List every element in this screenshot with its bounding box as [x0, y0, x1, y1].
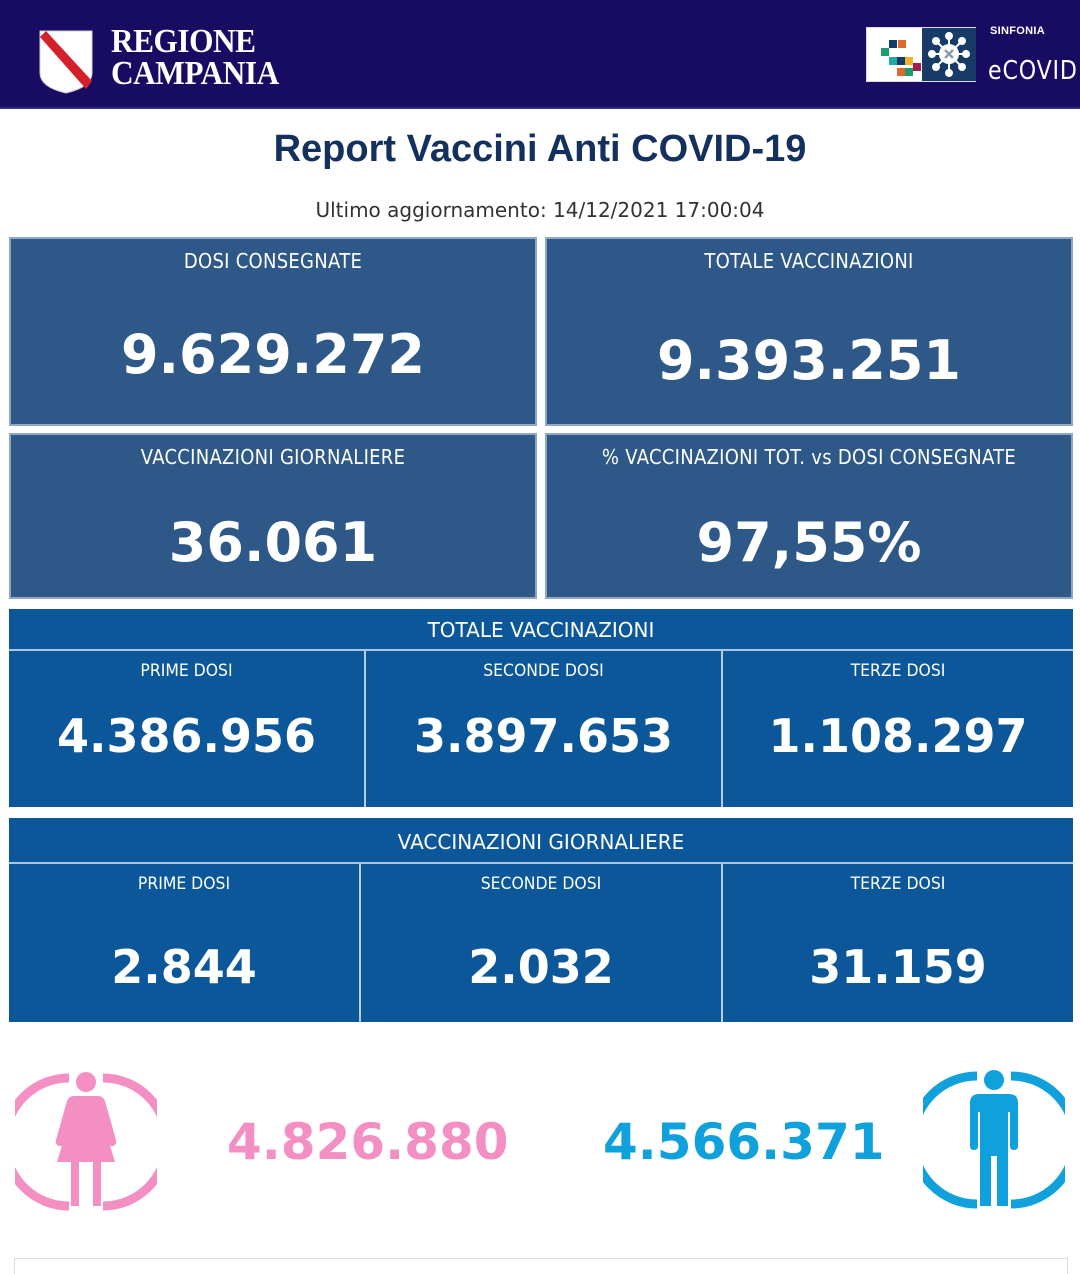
cell-label: TERZE DOSI: [850, 874, 946, 894]
page-title: Report Vaccini Anti COVID-19: [273, 128, 807, 170]
kpi-vaccinazioni-giornaliere: VACCINAZIONI GIORNALIERE 36.061: [9, 433, 537, 599]
bottom-panel: [14, 1258, 1068, 1274]
totale-terze-dosi: TERZE DOSI 1.108.297: [723, 651, 1073, 807]
kpi-label: VACCINAZIONI GIORNALIERE: [140, 445, 406, 469]
region-name: REGIONE CAMPANIA: [111, 23, 279, 92]
male-count: 4.566.371: [603, 1113, 885, 1171]
totale-prime-dosi: PRIME DOSI 4.386.956: [9, 651, 366, 807]
kpi-value: 9.629.272: [120, 323, 426, 386]
kpi-value: 9.393.251: [656, 329, 962, 392]
giornaliere-group-header: VACCINAZIONI GIORNALIERE: [9, 818, 1073, 864]
kpi-label: DOSI CONSEGNATE: [183, 249, 363, 273]
kpi-dosi-consegnate: DOSI CONSEGNATE 9.629.272: [9, 237, 537, 426]
cell-value: 2.032: [468, 940, 614, 994]
region-name-line1: REGIONE: [111, 23, 256, 60]
cell-value: 1.108.297: [768, 709, 1028, 763]
kpi-percentuale: % VACCINAZIONI TOT. vs DOSI CONSEGNATE 9…: [545, 433, 1073, 599]
female-icon: [15, 1072, 157, 1211]
cell-label: SECONDE DOSI: [480, 874, 602, 894]
kpi-label: % VACCINAZIONI TOT. vs DOSI CONSEGNATE: [601, 445, 1017, 469]
cell-value: 31.159: [809, 940, 987, 994]
giornaliere-seconde-dosi: SECONDE DOSI 2.032: [361, 864, 723, 1022]
female-count: 4.826.880: [227, 1113, 509, 1171]
kpi-value: 36.061: [168, 511, 378, 574]
cell-value: 3.897.653: [414, 709, 673, 763]
partner-subtitle: SINFONIA: [990, 25, 1045, 37]
cell-label: PRIME DOSI: [137, 874, 231, 894]
male-icon: [923, 1070, 1065, 1209]
cell-value: 2.844: [111, 940, 257, 994]
totale-seconde-dosi: SECONDE DOSI 3.897.653: [366, 651, 723, 807]
cell-label: TERZE DOSI: [850, 661, 946, 681]
sinfonia-logo-icon: [867, 28, 922, 81]
cell-value: 4.386.956: [57, 709, 316, 763]
header-bar: REGIONE CAMPANIA: [0, 0, 1080, 109]
partner-logo: [866, 27, 976, 82]
virus-icon: [922, 28, 976, 81]
kpi-label: TOTALE VACCINAZIONI: [704, 249, 914, 273]
totale-group-header: TOTALE VACCINAZIONI: [9, 609, 1073, 651]
campania-crest-icon: [39, 30, 93, 94]
region-name-line2: CAMPANIA: [111, 55, 279, 92]
partner-name: eCOVID: [988, 56, 1078, 86]
cell-label: PRIME DOSI: [140, 661, 233, 681]
kpi-value: 97,55%: [696, 511, 922, 574]
giornaliere-terze-dosi: TERZE DOSI 31.159: [723, 864, 1073, 1022]
giornaliere-prime-dosi: PRIME DOSI 2.844: [9, 864, 361, 1022]
kpi-totale-vaccinazioni: TOTALE VACCINAZIONI 9.393.251: [545, 237, 1073, 426]
cell-label: SECONDE DOSI: [483, 661, 604, 681]
last-updated: Ultimo aggiornamento: 14/12/2021 17:00:0…: [315, 198, 765, 222]
